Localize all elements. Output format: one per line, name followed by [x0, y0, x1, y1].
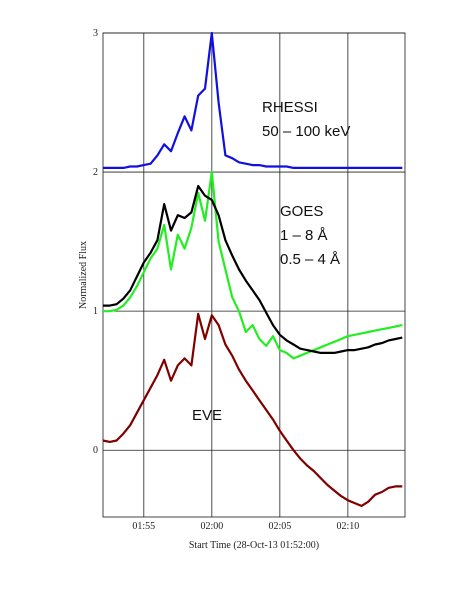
annotation: 0.5 – 4 Å	[280, 251, 340, 268]
x-tick-label: 02:00	[200, 521, 223, 532]
x-tick-label: 02:10	[336, 521, 359, 532]
series-line	[102, 312, 403, 507]
y-tick-label: 0	[93, 445, 98, 456]
annotation: RHESSI	[262, 99, 318, 116]
y-axis-label: Normalized Flux	[78, 241, 89, 309]
annotation: 1 – 8 Å	[280, 227, 328, 244]
series-line	[103, 31, 403, 169]
x-axis-label: Start Time (28-Oct-13 01:52:00)	[189, 540, 319, 551]
annotation: GOES	[280, 203, 323, 220]
annotation: 50 – 100 keV	[262, 123, 350, 140]
plot-frame	[102, 32, 406, 518]
x-tick-label: 01:55	[132, 521, 155, 532]
series-line	[103, 184, 403, 354]
y-tick-label: 3	[93, 28, 98, 39]
annotation: EVE	[192, 407, 222, 424]
y-tick-label: 1	[93, 306, 98, 317]
y-tick-label: 2	[93, 167, 98, 178]
x-tick-label: 02:05	[268, 521, 291, 532]
series-line	[103, 171, 403, 360]
